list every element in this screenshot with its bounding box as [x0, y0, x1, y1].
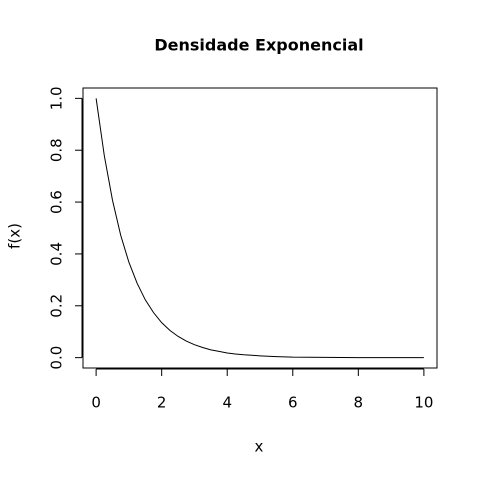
x-tick-label: 2	[157, 394, 167, 412]
chart-title: Densidade Exponencial	[154, 36, 363, 55]
y-tick-label: 0.4	[48, 242, 66, 266]
x-tick-label: 4	[222, 394, 232, 412]
y-tick-label: 0.2	[48, 294, 66, 318]
x-tick-label: 10	[414, 394, 433, 412]
x-axis-label: x	[255, 438, 264, 456]
y-tick-label: 0.8	[48, 138, 66, 162]
y-tick-label: 1.0	[48, 86, 66, 110]
y-axis-label: f(x)	[6, 223, 24, 249]
data-line	[95, 98, 424, 359]
y-tick-label: 0.6	[48, 190, 66, 214]
x-tick-label: 6	[288, 394, 298, 412]
x-tick-label: 8	[354, 394, 364, 412]
plot-frame	[82, 87, 438, 369]
y-tick-label: 0.0	[48, 346, 66, 370]
x-tick-label: 0	[91, 394, 101, 412]
